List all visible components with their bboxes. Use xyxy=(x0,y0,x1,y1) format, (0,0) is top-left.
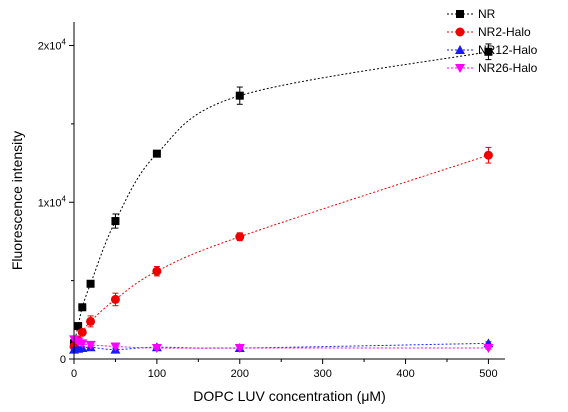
x-tick-label: 0 xyxy=(71,368,77,380)
y-tick-label-exponent: 4 xyxy=(62,194,67,203)
series-0 xyxy=(70,43,493,348)
x-tick-label: 400 xyxy=(396,368,414,380)
x-tick-label: 500 xyxy=(479,368,497,380)
series-line xyxy=(73,51,489,344)
legend-item: NR xyxy=(447,7,496,21)
legend-label: NR26-Halo xyxy=(478,61,538,75)
series-1 xyxy=(69,146,493,351)
y-tick-label-base: 1x10 xyxy=(38,197,62,209)
y-tick-label: 0 xyxy=(60,354,66,366)
y-tick-label: 1x104 xyxy=(38,194,67,209)
y-tick-label: 2x104 xyxy=(38,38,67,53)
legend-marker xyxy=(455,27,465,37)
legend-item: NR12-Halo xyxy=(447,43,538,57)
data-point xyxy=(235,91,244,100)
series-line xyxy=(73,338,489,349)
legend-label: NR2-Halo xyxy=(478,25,531,39)
data-point xyxy=(151,344,162,354)
data-point xyxy=(234,344,245,354)
data-point xyxy=(86,279,95,288)
series-3 xyxy=(69,335,494,354)
legend-marker xyxy=(455,64,465,73)
series-layer xyxy=(69,43,494,354)
data-point xyxy=(85,340,96,350)
legend: NR NR2-Halo NR12-Halo NR26-Halo xyxy=(447,7,538,75)
data-point xyxy=(86,316,96,326)
data-point xyxy=(77,327,87,337)
series-line xyxy=(73,342,489,351)
legend-label: NR12-Halo xyxy=(478,43,538,57)
series-line xyxy=(73,154,489,347)
y-axis-title: Fluorescence intensity xyxy=(9,131,25,270)
x-tick-label: 100 xyxy=(148,368,166,380)
x-tick-label: 200 xyxy=(231,368,249,380)
data-point xyxy=(483,344,494,354)
x-tick-label: 300 xyxy=(313,368,331,380)
data-point xyxy=(110,294,120,304)
data-point xyxy=(111,217,120,226)
data-point xyxy=(74,322,83,331)
data-point xyxy=(484,47,493,56)
y-tick-label-base: 2x10 xyxy=(38,41,62,53)
data-point xyxy=(152,266,162,276)
x-axis-title: DOPC LUV concentration (μM) xyxy=(193,388,385,404)
legend-marker xyxy=(456,10,464,18)
data-point xyxy=(483,150,493,160)
data-point xyxy=(77,339,88,349)
legend-marker xyxy=(455,45,465,54)
legend-item: NR26-Halo xyxy=(447,61,538,75)
data-point xyxy=(235,232,245,242)
legend-item: NR2-Halo xyxy=(447,25,531,39)
data-point xyxy=(152,149,161,158)
series-2 xyxy=(69,338,494,354)
legend-label: NR xyxy=(478,7,496,21)
data-point xyxy=(110,342,121,352)
y-tick-label-base: 0 xyxy=(60,354,66,366)
data-point xyxy=(78,303,87,312)
y-tick-label-exponent: 4 xyxy=(62,38,67,47)
